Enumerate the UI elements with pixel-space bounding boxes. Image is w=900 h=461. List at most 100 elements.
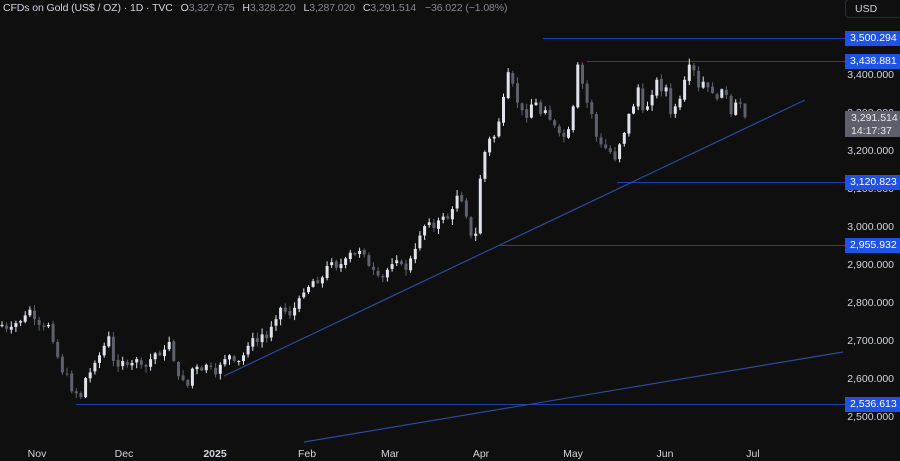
- bullish-candle: [98, 355, 101, 363]
- bearish-candle: [5, 325, 9, 329]
- bearish-candle: [539, 102, 543, 114]
- trendlines[interactable]: [223, 99, 844, 443]
- bullish-candle: [135, 359, 139, 363]
- bearish-candle: [255, 338, 259, 342]
- bullish-candle: [102, 345, 106, 356]
- separator: ·: [146, 2, 150, 14]
- bullish-candle: [307, 286, 310, 293]
- current-price-value: 3,291.514: [851, 112, 898, 124]
- bullish-candle: [618, 144, 622, 160]
- bearish-candle: [181, 375, 185, 380]
- bullish-candle: [576, 64, 580, 108]
- bearish-candle: [79, 393, 83, 398]
- price-axis-label: 2,900.000: [847, 259, 894, 271]
- bearish-candle: [376, 270, 380, 276]
- bearish-candle: [372, 266, 375, 270]
- bearish-candle: [209, 365, 213, 367]
- symbol-name[interactable]: CFDs on Gold (US$ / OZ): [3, 2, 121, 14]
- data-source: TVC: [152, 2, 173, 14]
- time-axis-label: May: [563, 448, 583, 460]
- bullish-candle: [246, 345, 250, 355]
- bearish-candle: [464, 200, 468, 217]
- bearish-candle: [692, 65, 696, 71]
- bearish-candle: [232, 356, 236, 361]
- bullish-candle: [678, 98, 682, 108]
- bearish-candle: [641, 88, 645, 111]
- bearish-candle: [144, 364, 148, 367]
- bullish-candle: [260, 334, 264, 343]
- bullish-candle: [441, 216, 445, 220]
- bearish-candle: [669, 88, 673, 114]
- bearish-candle: [460, 194, 464, 202]
- bullish-candle: [664, 87, 668, 92]
- bullish-candle: [46, 324, 50, 327]
- bearish-candle: [729, 95, 733, 114]
- bearish-candle: [432, 222, 436, 228]
- bullish-candle: [204, 364, 208, 371]
- currency-selector[interactable]: USD: [845, 0, 900, 18]
- bullish-candle: [279, 307, 283, 320]
- bullish-candle: [218, 364, 222, 374]
- bearish-candle: [116, 359, 120, 367]
- bullish-candle: [23, 315, 27, 322]
- bullish-candle: [437, 220, 440, 229]
- bullish-candle: [734, 102, 738, 115]
- bullish-candle: [0, 324, 4, 327]
- bullish-candle: [163, 349, 166, 357]
- current-price-tag: 3,291.514 14:17:37: [845, 111, 900, 137]
- price-axis-label: 3,000.000: [847, 221, 894, 233]
- bullish-candle: [19, 321, 23, 323]
- bullish-candle: [302, 292, 306, 298]
- bearish-candle: [51, 323, 55, 342]
- bullish-candle: [492, 136, 496, 139]
- bearish-candle: [139, 360, 143, 365]
- bearish-candle: [594, 114, 598, 137]
- bullish-candle: [646, 106, 649, 110]
- price-axis-label: 3,200.000: [847, 145, 894, 157]
- bearish-candle: [613, 151, 617, 160]
- bearish-candle: [288, 311, 292, 316]
- bearish-candle: [520, 103, 524, 111]
- time-axis-label: Dec: [114, 448, 134, 460]
- bearish-candle: [697, 70, 701, 88]
- bullish-candle: [413, 248, 417, 260]
- bearish-candle: [399, 261, 403, 265]
- bullish-candle: [348, 252, 352, 259]
- bullish-candle: [395, 260, 399, 264]
- bearish-candle: [353, 253, 357, 255]
- price-axis-label: 3,400.000: [847, 69, 894, 81]
- bullish-candle: [385, 269, 389, 278]
- bearish-candle: [711, 86, 714, 94]
- horizontal-levels[interactable]: [76, 38, 845, 405]
- bullish-candle: [84, 378, 88, 398]
- bullish-candle: [683, 79, 687, 100]
- time-axis-label: Feb: [297, 448, 317, 460]
- bearish-candle: [557, 126, 561, 133]
- bearish-candle: [33, 310, 36, 320]
- bullish-candle: [478, 178, 482, 234]
- level-price-tag: 2,536.613: [845, 397, 900, 412]
- bearish-candle: [738, 102, 742, 104]
- bearish-candle: [724, 89, 728, 95]
- interval[interactable]: 1D: [129, 2, 144, 14]
- close-label: C: [362, 2, 371, 14]
- price-axis-label: 2,500.000: [847, 411, 894, 423]
- bullish-candle: [330, 262, 334, 266]
- rising-support-trendline[interactable]: [223, 99, 806, 377]
- bullish-candle: [223, 359, 227, 365]
- bearish-candle: [585, 83, 589, 103]
- change-value: −36.022 (−1.08%): [424, 2, 508, 14]
- bearish-candle: [659, 78, 663, 92]
- bullish-candle: [622, 133, 626, 144]
- bullish-candle: [130, 362, 134, 366]
- long-term-trendline[interactable]: [303, 351, 844, 443]
- bearish-candle: [283, 307, 287, 312]
- bullish-candle: [650, 95, 654, 106]
- bullish-candle: [450, 209, 454, 220]
- bullish-candle: [655, 79, 659, 96]
- level-price-tag: 2,955.932: [845, 238, 900, 253]
- bullish-candle: [427, 222, 431, 225]
- bearish-candle: [608, 148, 612, 152]
- bullish-candle: [107, 336, 111, 347]
